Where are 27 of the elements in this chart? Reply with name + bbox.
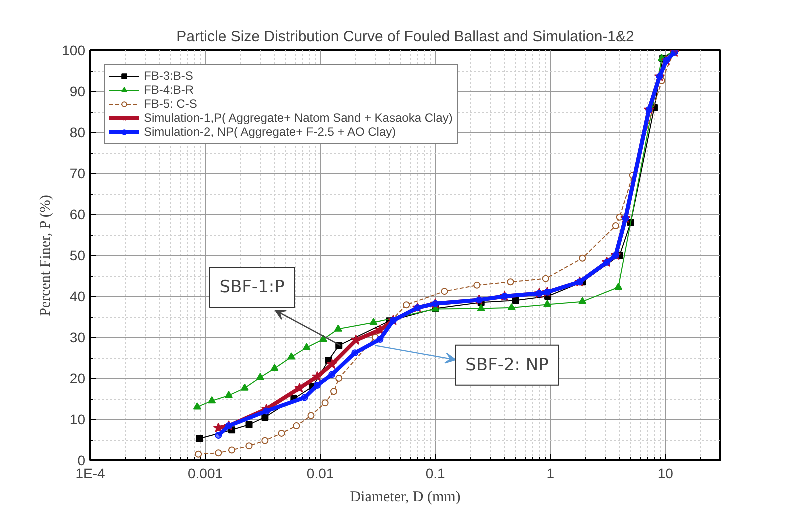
x-axis-title: Diameter, D (mm) xyxy=(350,490,461,506)
y-tick-label: 30 xyxy=(70,330,86,346)
annotation: SBF-1:P xyxy=(220,277,285,298)
x-tick-label: 0.01 xyxy=(306,466,334,482)
y-tick-label: 100 xyxy=(62,42,86,58)
y-tick-label: 70 xyxy=(70,166,86,182)
x-tick-label: 0.001 xyxy=(188,466,224,482)
x-tick-label: 10 xyxy=(658,466,674,482)
y-tick-label: 10 xyxy=(70,412,86,428)
legend-label: Simulation-2, NP( Aggregate+ F-2.5 + AO Clay) xyxy=(144,125,396,139)
chart-title: Particle Size Distribution Curve of Fouled Ballast and Simulation-1&2 xyxy=(176,28,634,46)
x-tick-label: 0.1 xyxy=(426,466,446,482)
legend-label: Simulation-1,P( Aggregate+ Natom Sand + Kasaoka Clay) xyxy=(144,111,453,125)
y-tick-label: 20 xyxy=(70,370,86,386)
y-tick-label: 90 xyxy=(70,84,86,100)
legend-label: FB-5: C-S xyxy=(144,97,198,111)
y-axis-title: Percent Finer, P (%) xyxy=(38,195,54,316)
annotation: SBF-2: NP xyxy=(466,355,549,376)
y-tick-label: 0 xyxy=(78,452,86,468)
y-tick-label: 60 xyxy=(70,206,86,222)
y-tick-label: 80 xyxy=(70,124,86,140)
y-tick-label: 50 xyxy=(70,248,86,264)
legend-label: FB-3:B-S xyxy=(144,69,194,83)
x-tick-label: 1E-4 xyxy=(76,466,106,482)
legend-label: FB-4:B-R xyxy=(144,83,194,97)
y-tick-label: 40 xyxy=(70,288,86,304)
x-tick-label: 1 xyxy=(546,466,555,482)
